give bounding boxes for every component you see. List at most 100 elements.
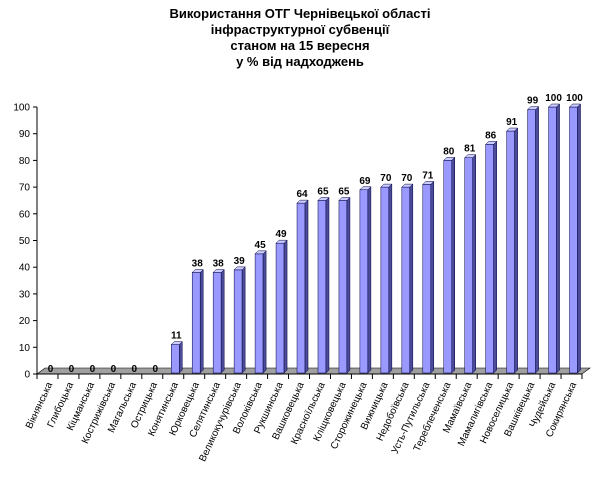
bar-side [451, 156, 455, 374]
bar-top [506, 127, 519, 132]
bar-value-label: 100 [566, 93, 583, 104]
y-tick-label: 20 [19, 316, 31, 327]
bar-value-label: 0 [90, 364, 96, 375]
bar-value-label: 0 [69, 364, 75, 375]
bar-top [170, 341, 183, 345]
bar-value-label: 100 [545, 93, 562, 104]
bar-side [325, 196, 330, 374]
y-tick-label: 60 [19, 209, 31, 220]
bar-value-label: 65 [338, 186, 350, 197]
bar-top [568, 103, 582, 108]
y-tick-label: 80 [19, 156, 31, 167]
bar-top [338, 197, 351, 201]
bar [485, 144, 494, 374]
bar-top [380, 183, 393, 188]
bar-side [430, 180, 435, 374]
bar-top [443, 157, 456, 161]
bar-side [493, 140, 497, 374]
bar [443, 160, 452, 374]
bar-top [464, 154, 477, 158]
bar-side [556, 103, 560, 374]
bar-side [346, 196, 351, 374]
bar-side [262, 250, 267, 374]
bar-value-label: 65 [317, 186, 329, 197]
bar-side [535, 106, 539, 374]
bar-value-label: 49 [275, 229, 287, 240]
bar-value-label: 71 [422, 170, 434, 181]
bar [569, 106, 578, 374]
bar [191, 272, 201, 374]
bar-side [304, 199, 309, 374]
bar-value-label: 91 [506, 117, 518, 128]
title-line-1: Використання ОТГ Чернівецької області [169, 6, 431, 21]
bar-top [317, 197, 330, 201]
bar-side [388, 183, 393, 374]
bar-side [409, 183, 414, 374]
bar [548, 106, 557, 374]
bar [338, 200, 348, 374]
y-tick-label: 90 [19, 129, 31, 140]
bar-side [241, 266, 246, 374]
title-line-2: інфраструктурної субвенції [210, 22, 390, 37]
chart-title: Використання ОТГ Чернівецької області ін… [150, 6, 450, 70]
bar [359, 189, 369, 374]
bar-value-label: 99 [527, 96, 539, 107]
bar [233, 269, 243, 374]
bar-value-label: 38 [213, 259, 225, 270]
bar-top [191, 269, 204, 273]
y-tick-label: 70 [19, 183, 31, 194]
y-tick-label: 100 [13, 103, 30, 114]
y-tick-label: 0 [24, 370, 30, 381]
y-tick-label: 30 [19, 289, 31, 300]
bar-value-label: 0 [153, 364, 159, 375]
bar-value-label: 86 [485, 130, 497, 141]
bar-top [485, 141, 498, 145]
bar-value-label: 69 [359, 176, 371, 187]
bar [464, 157, 473, 374]
bar-value-label: 64 [296, 189, 308, 200]
bar [317, 200, 327, 374]
bar-side [220, 268, 225, 374]
bar-side [577, 103, 581, 374]
y-tick-label: 50 [19, 236, 31, 247]
bar-side [179, 341, 183, 374]
bar [506, 130, 515, 374]
bar-value-label: 80 [443, 146, 455, 157]
bar-side [283, 239, 288, 374]
bar-top [422, 181, 435, 185]
bar [171, 344, 180, 374]
bar-value-label: 0 [111, 364, 117, 375]
bar [401, 186, 411, 374]
bar-side [472, 154, 476, 374]
y-tick-label: 10 [19, 343, 31, 354]
bar-value-label: 0 [48, 364, 54, 375]
bar-side [514, 127, 518, 374]
bar-top [526, 106, 540, 110]
bar [527, 109, 536, 374]
bar-value-label: 45 [255, 240, 267, 251]
y-tick-label: 40 [19, 263, 31, 274]
bar-top [254, 250, 267, 255]
bar-top [296, 199, 309, 204]
bar-top [401, 183, 414, 188]
title-line-3: станом на 15 вересня [230, 38, 370, 53]
title-line-4: у % від надходжень [236, 54, 364, 69]
bar [296, 202, 306, 374]
bar [275, 242, 285, 374]
bar-top [212, 269, 225, 273]
bar-side [199, 268, 204, 374]
bar-value-label: 70 [380, 173, 392, 184]
bar-top [547, 103, 561, 108]
bar [254, 253, 264, 374]
bar [380, 186, 390, 374]
bar-top [359, 186, 372, 191]
bar-value-label: 70 [401, 173, 413, 184]
bar-value-label: 38 [192, 259, 204, 270]
bar-value-label: 81 [464, 144, 476, 155]
bar-top [275, 239, 288, 244]
bar [422, 184, 432, 374]
bar-value-label: 39 [234, 256, 246, 267]
bar [212, 272, 222, 374]
bar-side [367, 186, 372, 374]
